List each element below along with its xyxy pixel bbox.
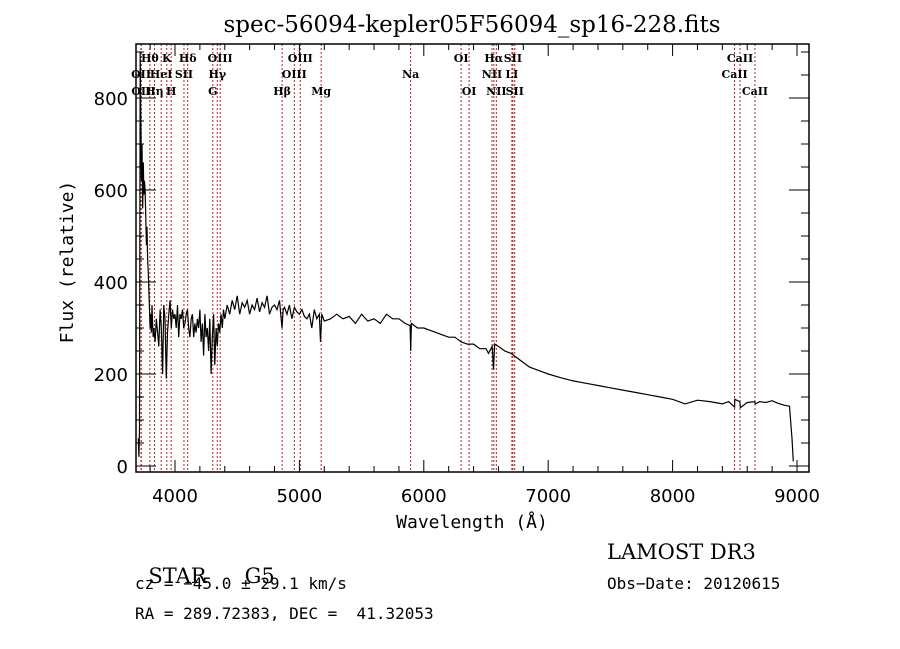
- spectral-line-label: Hδ: [179, 52, 197, 65]
- spectral-line-label: Hη: [145, 85, 163, 98]
- spectral-line-label: H: [166, 85, 176, 98]
- spectrum-series: [137, 51, 794, 462]
- y-tick-label: 800: [94, 89, 128, 110]
- axis-ticks: 4000 5000 6000 7000 8000 9000 0 200 400 600 800: [94, 44, 820, 507]
- spectral-line-label: OII: [131, 85, 151, 98]
- spectral-line-label: NII: [482, 68, 502, 81]
- spectral-line-label: Na: [402, 68, 419, 81]
- spectral-line-label: Hθ: [141, 52, 159, 65]
- object-class: STAR G5: [135, 540, 275, 588]
- x-tick-label: 6000: [401, 486, 447, 507]
- x-tick-label: 5000: [276, 486, 322, 507]
- spectral-line-label: SII: [175, 68, 193, 81]
- x-tick-label: 4000: [152, 486, 198, 507]
- plot-frame: [135, 43, 810, 473]
- coordinates-readout: RA = 289.72383, DEC = 41.32053: [135, 604, 434, 623]
- spectral-line-label: CaII: [721, 68, 747, 81]
- spectral-line-label: CaII: [742, 85, 768, 98]
- y-tick-label: 400: [94, 273, 128, 294]
- y-axis-label: Flux (relative): [57, 181, 78, 344]
- spectral-line-label: SII: [506, 85, 524, 98]
- obs-date-readout: Obs−Date: 20120615: [607, 574, 781, 593]
- survey-name: LAMOST DR3: [607, 540, 756, 564]
- spectral-line-label: Mg: [311, 85, 331, 98]
- spectral-line-label: K: [162, 52, 172, 65]
- spectral-line-label: OI: [462, 85, 477, 98]
- y-tick-label: 200: [94, 365, 128, 386]
- x-axis-label: Wavelength (Å): [396, 511, 548, 533]
- y-tick-label: 600: [94, 181, 128, 202]
- spectrum-line: [137, 51, 794, 462]
- chart-title: spec-56094-kepler05F56094_sp16-228.fits: [223, 12, 720, 38]
- object-class-text: STAR: [148, 564, 207, 588]
- y-tick-label: 0: [117, 457, 128, 478]
- x-tick-label: 8000: [650, 486, 696, 507]
- spectral-line-label: G: [208, 85, 217, 98]
- spectral-line-label: OI: [454, 52, 469, 65]
- line-labels: OII OII Hθ Hη HeI K H SII Hδ G Hγ OIII Hβ OIII OIII Mg N…: [131, 52, 768, 98]
- redshift-readout: cz = −45.0 ± 29.1 km/s: [135, 574, 347, 593]
- spectral-line-label: NII: [486, 85, 506, 98]
- spectral-line-label: Hα: [484, 52, 503, 65]
- spectral-line-label: SII: [504, 52, 522, 65]
- x-tick-label: 9000: [774, 486, 820, 507]
- x-tick-label: 7000: [525, 486, 571, 507]
- spectral-line-label: Hγ: [208, 68, 226, 81]
- spectral-line-label: OIII: [282, 68, 307, 81]
- spectral-line-markers: [140, 44, 756, 472]
- spectral-line-label: HeI: [150, 68, 173, 81]
- spectral-line-label: LI: [505, 68, 518, 81]
- spectral-line-label: OIII: [288, 52, 313, 65]
- spectral-line-label: CaII: [727, 52, 753, 65]
- subclass-text: G5: [244, 564, 275, 588]
- spectral-line-label: OII: [131, 68, 151, 81]
- spectral-line-label: Hβ: [273, 85, 291, 98]
- spectral-line-label: OIII: [208, 52, 233, 65]
